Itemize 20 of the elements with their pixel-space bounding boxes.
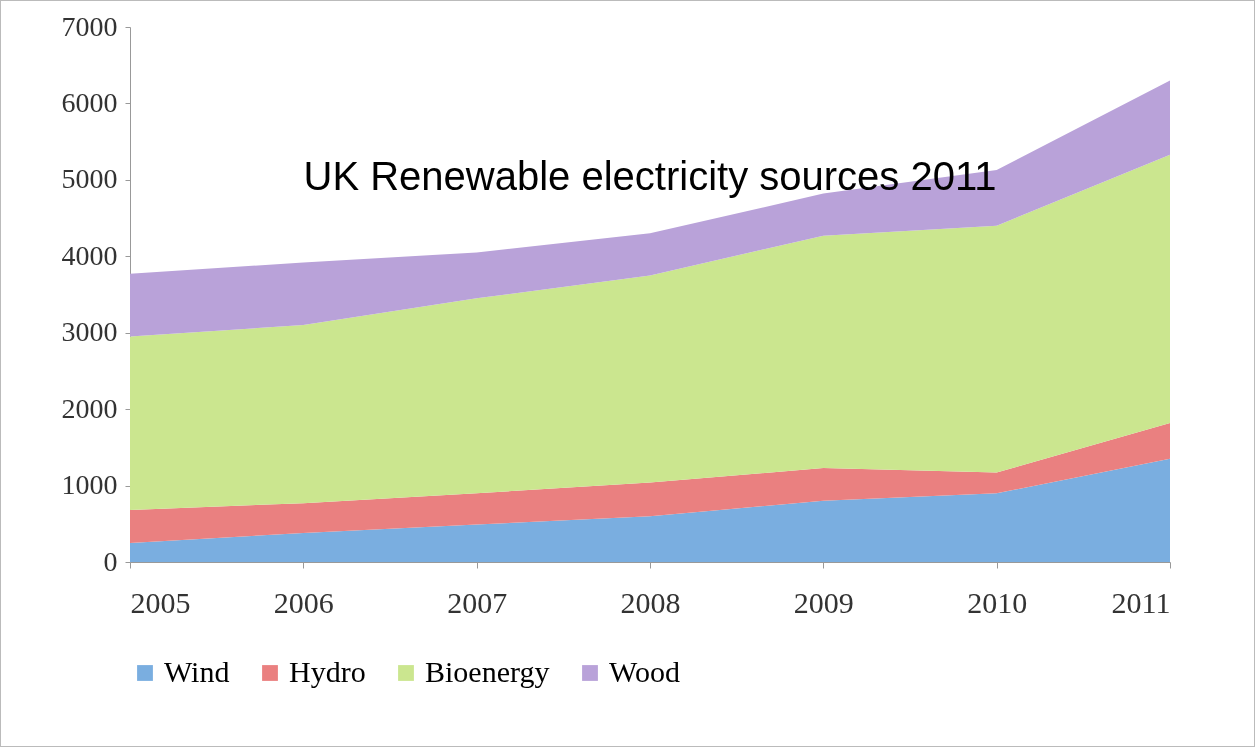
x-tick-label: 2008	[620, 585, 681, 619]
legend-label: Wind	[164, 655, 230, 688]
y-tick-label: 3000	[61, 316, 118, 348]
x-tick-label: 2011	[1111, 585, 1171, 619]
x-tick-label: 2009	[793, 585, 854, 619]
legend-label: Bioenergy	[425, 655, 550, 688]
y-tick-label: 6000	[61, 86, 118, 118]
y-tick-label: 7000	[61, 10, 118, 42]
x-tick-label: 2007	[447, 585, 508, 619]
x-tick-label: 2006	[273, 585, 334, 619]
y-tick-label: 5000	[61, 163, 118, 195]
legend-label: Hydro	[289, 655, 366, 688]
x-tick-label: 2010	[967, 585, 1028, 619]
y-tick-label: 0	[103, 545, 118, 577]
y-tick-label: 2000	[61, 392, 118, 424]
x-tick-label: 2005	[130, 585, 191, 619]
y-tick-label: 4000	[61, 239, 118, 271]
legend-label: Wood	[609, 655, 680, 688]
text: UK Renewable electricity sources 2011	[303, 154, 997, 198]
y-tick-label: 1000	[61, 469, 118, 501]
